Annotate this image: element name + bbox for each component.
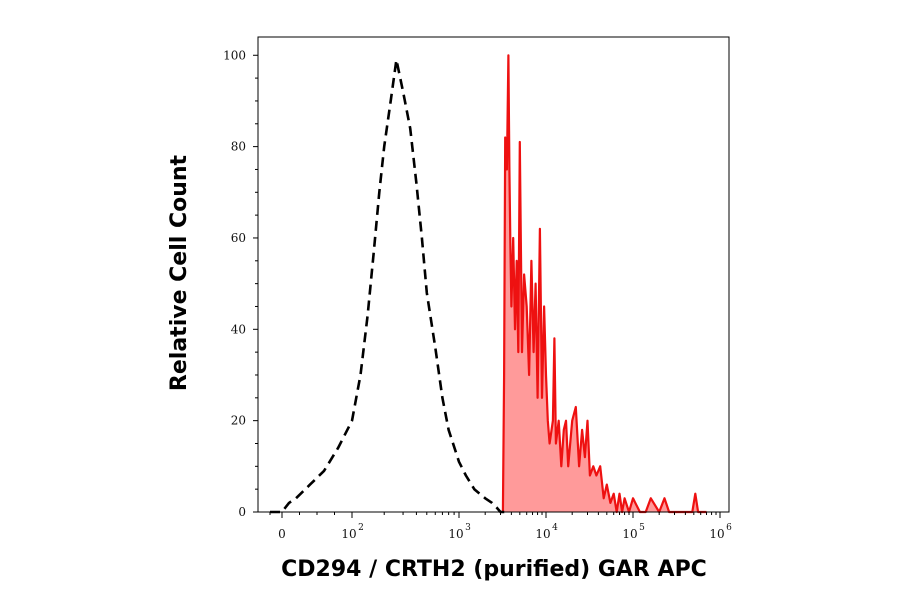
- series-dashed-line: [270, 58, 507, 514]
- x-tick-exponent: 4: [552, 523, 558, 533]
- y-tick-label: 80: [231, 140, 246, 154]
- x-tick-label: 10: [448, 527, 463, 541]
- y-axis: 0 20 40 60 80 100: [223, 48, 258, 519]
- x-tick-exponent: 6: [726, 523, 732, 533]
- x-tick-exponent: 5: [639, 523, 645, 533]
- y-tick-label: 40: [231, 322, 246, 336]
- x-axis: 0 10 2 10 3 10 4 10 5 10 6: [269, 512, 732, 541]
- y-axis-title: Relative Cell Count: [167, 154, 192, 391]
- x-tick-exponent: 3: [465, 523, 471, 533]
- y-tick-label: 0: [238, 505, 246, 519]
- x-tick-label: 10: [535, 527, 550, 541]
- y-tick-label: 60: [231, 231, 246, 245]
- x-axis-title: CD294 / CRTH2 (purified) GAR APC: [281, 557, 707, 582]
- plot-area: [270, 54, 707, 514]
- x-tick-label: 10: [341, 527, 356, 541]
- x-tick-label: 10: [622, 527, 637, 541]
- y-tick-label: 100: [223, 48, 246, 62]
- x-tick-exponent: 2: [358, 523, 364, 533]
- x-tick-label: 0: [278, 527, 286, 541]
- y-tick-label: 20: [231, 414, 246, 428]
- series-red-fill: [502, 55, 707, 513]
- x-tick-label: 10: [709, 527, 724, 541]
- plot-frame: [257, 36, 730, 513]
